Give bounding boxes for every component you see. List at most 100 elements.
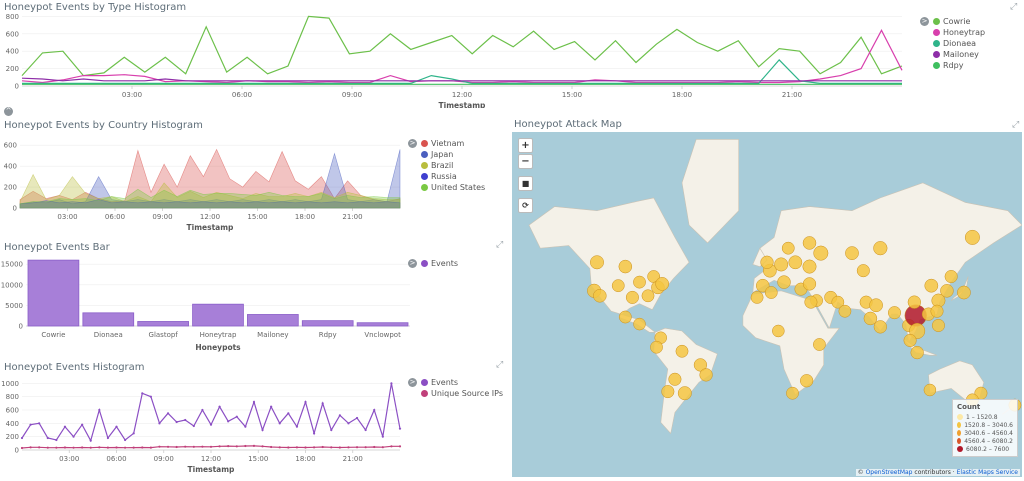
y-tick-label: 400 <box>6 48 19 56</box>
attack-bubble <box>693 358 708 372</box>
point-unique-source-ips <box>166 445 170 448</box>
y-tick-label: 0 <box>19 323 23 331</box>
point-events <box>355 416 359 420</box>
map-legend-range: 3040.6 – 4560.4 <box>964 429 1013 437</box>
legend-item-dionaea[interactable]: Dionaea <box>920 38 985 49</box>
attack-bubble <box>907 295 921 309</box>
bar-honeytrap <box>192 303 244 327</box>
x-tick-label: 12:00 <box>200 213 220 221</box>
attack-bubble <box>802 236 817 250</box>
legend-swatch <box>421 140 428 147</box>
point-unique-source-ips <box>175 445 178 449</box>
legend-item-mailoney[interactable]: Mailoney <box>920 49 985 60</box>
legend-item-russia[interactable]: Russia <box>408 171 485 182</box>
chevron-circle-icon[interactable]: > <box>920 17 929 26</box>
x-axis-label: Timestamp <box>188 465 236 474</box>
point-events <box>106 436 110 440</box>
expand-arrows-icon[interactable]: ⤢ <box>496 360 504 370</box>
map-legend-range: 6080.2 – 7600 <box>966 445 1010 453</box>
expand-arrows-icon[interactable]: ⤢ <box>496 240 504 250</box>
y-tick-label: 400 <box>4 163 17 171</box>
point-events <box>55 438 58 442</box>
expand-arrows-icon[interactable]: ⤢ <box>1012 120 1020 130</box>
legend-item-events[interactable]: > Events <box>408 258 458 269</box>
point-unique-source-ips <box>390 445 393 448</box>
chevron-circle-icon[interactable]: > <box>408 139 417 148</box>
minus-icon[interactable]: − <box>518 154 533 169</box>
legend-item-cowrie[interactable]: > Cowrie <box>920 16 985 27</box>
map-legend-range: 4560.4 – 6080.2 <box>964 437 1013 445</box>
x-tick-label: Dionaea <box>94 331 123 339</box>
legend-item-unique-source-ips[interactable]: Unique Source IPs <box>408 388 503 399</box>
x-tick-label: Glastopf <box>149 331 179 339</box>
attack-map[interactable]: + − ■ ⟳ Count 1 – 1520.8 1520.8 – 3040.6 3… <box>512 132 1022 477</box>
expand-arrows-icon[interactable]: ⤢ <box>1010 2 1018 12</box>
chevron-up-circle-icon[interactable]: ^ <box>4 107 13 116</box>
line-events <box>21 383 401 443</box>
attack-bubble <box>964 229 980 245</box>
events-bar-legend: > Events <box>408 258 458 269</box>
attack-bubble <box>924 278 939 293</box>
landmass <box>528 197 690 333</box>
point-events <box>184 418 187 422</box>
point-unique-source-ips <box>72 446 75 449</box>
y-tick-label: 0 <box>15 83 19 91</box>
chevron-circle-icon[interactable]: > <box>408 259 417 268</box>
events-by-type-legend: > Cowrie Honeytrap Dionaea Mailoney Rdpy <box>920 16 985 71</box>
elastic-maps-link[interactable]: Elastic Maps Service <box>956 469 1018 476</box>
x-tick-label: 03:00 <box>59 455 79 463</box>
panel-title: Honeypot Events by Type Histogram <box>4 2 187 13</box>
openstreetmap-link[interactable]: OpenStreetMap <box>865 469 913 476</box>
attack-bubble <box>804 295 818 309</box>
legend-item-vietnam[interactable]: > Vietnam <box>408 138 485 149</box>
attack-bubble <box>957 285 971 300</box>
legend-label: Events <box>431 259 459 268</box>
landmass <box>681 139 739 244</box>
point-unique-source-ips <box>89 446 92 449</box>
legend-item-honeytrap[interactable]: Honeytrap <box>920 27 985 38</box>
attack-bubble <box>633 317 646 331</box>
legend-item-events[interactable]: > Events <box>408 377 503 388</box>
x-tick-label: 18:00 <box>672 91 692 99</box>
map-legend-swatch <box>957 422 962 428</box>
attack-bubble <box>593 289 607 303</box>
legend-item-brazil[interactable]: Brazil <box>408 160 485 171</box>
events-bar-panel: Honeypot Events Bar ⤢ 0 5000 10000 15000 Cow… <box>0 240 510 358</box>
legend-item-japan[interactable]: Japan <box>408 149 485 160</box>
square-icon[interactable]: ■ <box>518 176 533 191</box>
attack-bubble <box>655 277 670 291</box>
legend-label: Vietnam <box>431 139 465 148</box>
point-unique-source-ips <box>295 446 299 449</box>
chevron-circle-icon[interactable]: > <box>408 378 417 387</box>
attribution-contributors: contributors · <box>914 469 955 476</box>
attack-bubble <box>869 298 883 313</box>
legend-item-rdpy[interactable]: Rdpy <box>920 60 985 71</box>
point-unique-source-ips <box>312 446 316 449</box>
x-tick-label: 06:00 <box>232 91 252 99</box>
point-events <box>218 405 221 408</box>
point-unique-source-ips <box>192 445 195 448</box>
point-unique-source-ips <box>227 445 230 448</box>
x-tick-label: Mailoney <box>257 331 288 339</box>
plus-icon[interactable]: + <box>518 138 533 153</box>
attack-bubble <box>813 245 829 261</box>
x-tick-label: Honeytrap <box>200 331 237 339</box>
events-by-type-chart: 0 200 400 600 800 03:00 06:00 09:00 12:00 15:00 18… <box>6 13 903 108</box>
legend-swatch <box>421 184 428 191</box>
y-tick-label: 800 <box>6 393 19 401</box>
point-events <box>166 412 170 415</box>
point-events <box>295 425 299 428</box>
attack-bubble <box>831 295 845 309</box>
map-legend-range: 1 – 1520.8 <box>966 413 998 421</box>
legend-item-united-states[interactable]: United States <box>408 182 485 193</box>
point-events <box>390 382 393 385</box>
crop-icon[interactable]: ⟳ <box>518 198 533 213</box>
legend-swatch <box>933 29 940 36</box>
point-events <box>115 425 118 428</box>
y-tick-label: 5000 <box>5 302 23 310</box>
attack-bubble <box>838 304 852 318</box>
attack-bubble <box>800 374 814 388</box>
x-tick-label: 18:00 <box>295 213 315 221</box>
x-tick-label: 09:00 <box>342 91 362 99</box>
point-events <box>141 392 144 395</box>
